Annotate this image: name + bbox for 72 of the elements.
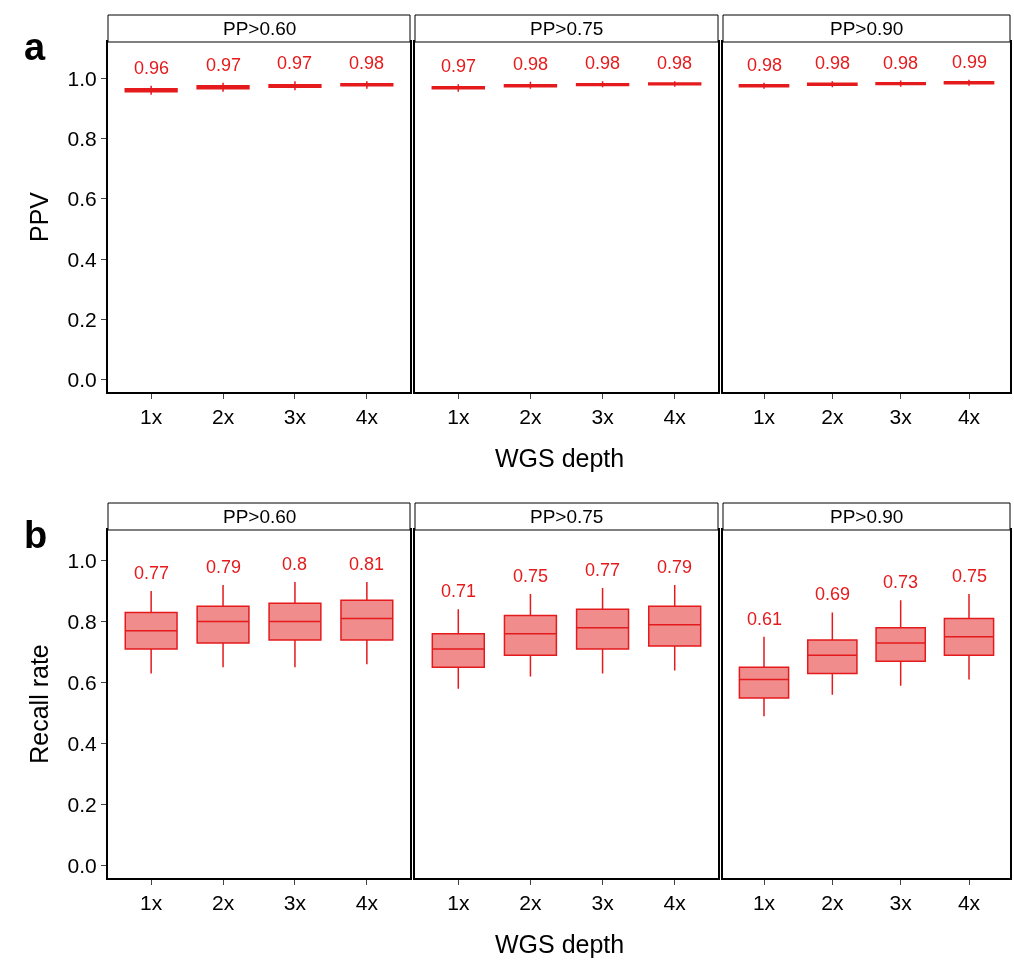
x-tick-label: 1x <box>752 405 776 429</box>
y-tick-label: 0.4 <box>67 732 98 756</box>
text: 0.79 <box>206 557 242 577</box>
x-tick-label: 2x <box>211 405 235 429</box>
y-tick-label: 1.0 <box>67 548 97 572</box>
text: 0.75 <box>513 566 549 586</box>
text: 0.96 <box>134 58 170 78</box>
x-tick-label: 1x <box>752 891 776 915</box>
text: 0.75 <box>952 566 988 586</box>
x-tick-label: 2x <box>519 405 543 429</box>
x-tick-label: 2x <box>519 891 543 915</box>
text: 0.98 <box>815 53 851 73</box>
y-tick-label: 0.0 <box>67 854 97 878</box>
chart-title: PP>0.90 <box>830 506 904 527</box>
y-axis-title: PPV <box>24 191 53 243</box>
text: b <box>24 514 48 556</box>
text: 0.99 <box>952 52 988 72</box>
y-tick-label: 0.8 <box>67 609 97 633</box>
text: 0.98 <box>883 53 919 73</box>
x-tick-label: 3x <box>283 405 307 429</box>
x-tick-label: 2x <box>821 405 844 429</box>
chart-title: PP>0.60 <box>223 506 297 527</box>
y-tick-label: 0.6 <box>67 670 97 694</box>
text: 0.77 <box>585 560 621 580</box>
x-tick-label: 2x <box>821 891 844 915</box>
y-tick-label: 0.2 <box>67 307 97 331</box>
text: 0.98 <box>585 53 621 73</box>
text: 0.97 <box>441 56 477 76</box>
text: 0.97 <box>206 55 242 75</box>
x-axis-title: WGS depth <box>495 444 625 472</box>
x-tick-label: 3x <box>889 405 913 429</box>
text: 0.61 <box>747 609 783 629</box>
chart-title: PP>0.60 <box>223 18 297 39</box>
y-tick-label: 0.6 <box>67 187 97 211</box>
x-tick-label: 3x <box>591 891 615 915</box>
text: 0.98 <box>747 55 783 75</box>
chart-title: PP>0.75 <box>530 18 604 39</box>
text: 0.79 <box>657 557 693 577</box>
text: 0.98 <box>657 53 693 73</box>
x-tick-label: 1x <box>447 891 470 915</box>
chart-title: PP>0.90 <box>830 18 904 39</box>
x-tick-label: 1x <box>140 891 163 915</box>
y-tick-label: 0.4 <box>67 247 98 271</box>
x-tick-label: 3x <box>889 891 913 915</box>
x-tick-label: 4x <box>355 405 379 429</box>
y-axis-title: Recall rate <box>24 644 53 764</box>
x-tick-label: 1x <box>140 405 163 429</box>
x-tick-label: 1x <box>447 405 470 429</box>
x-tick-label: 4x <box>957 405 981 429</box>
y-tick-label: 0.2 <box>67 793 97 817</box>
x-tick-label: 3x <box>283 891 307 915</box>
text: 0.8 <box>282 554 308 574</box>
x-axis-title: WGS depth <box>495 930 625 958</box>
x-tick-label: 4x <box>663 405 687 429</box>
y-tick-label: 1.0 <box>67 66 97 90</box>
text: 0.71 <box>441 581 477 601</box>
y-tick-label: 0.8 <box>67 126 97 150</box>
x-tick-label: 4x <box>957 891 981 915</box>
x-tick-label: 3x <box>591 405 615 429</box>
chart-title: PP>0.75 <box>530 506 604 527</box>
text: 0.98 <box>513 54 549 74</box>
text: 0.73 <box>883 572 919 592</box>
text: 0.77 <box>134 563 170 583</box>
x-tick-label: 4x <box>663 891 687 915</box>
x-tick-label: 2x <box>211 891 235 915</box>
text: a <box>24 26 46 68</box>
text: 0.98 <box>349 53 385 73</box>
text: 0.97 <box>277 53 313 73</box>
x-tick-label: 4x <box>355 891 379 915</box>
y-tick-label: 0.0 <box>67 368 97 392</box>
text: 0.69 <box>815 584 851 604</box>
text: 0.81 <box>349 554 385 574</box>
